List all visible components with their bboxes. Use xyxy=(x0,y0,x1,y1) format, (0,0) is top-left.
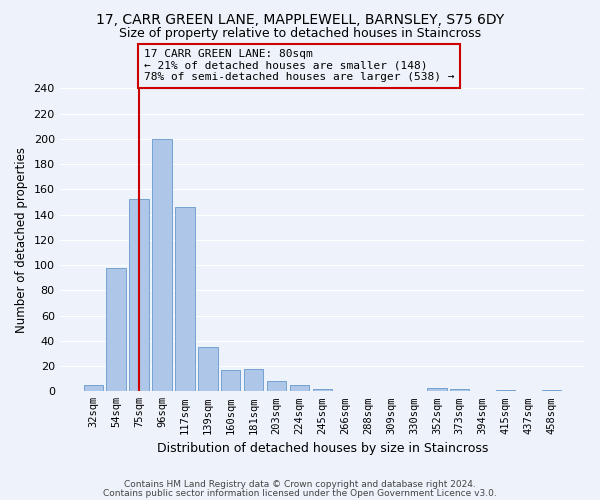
Text: 17, CARR GREEN LANE, MAPPLEWELL, BARNSLEY, S75 6DY: 17, CARR GREEN LANE, MAPPLEWELL, BARNSLE… xyxy=(96,12,504,26)
Bar xyxy=(106,268,126,392)
Bar xyxy=(450,389,469,392)
Bar xyxy=(83,385,103,392)
Bar xyxy=(427,388,446,392)
Text: Contains public sector information licensed under the Open Government Licence v3: Contains public sector information licen… xyxy=(103,488,497,498)
Bar xyxy=(221,370,241,392)
Bar xyxy=(290,385,309,392)
Bar xyxy=(313,389,332,392)
Bar xyxy=(152,139,172,392)
Bar xyxy=(244,368,263,392)
Bar xyxy=(496,390,515,392)
Bar xyxy=(130,200,149,392)
Bar xyxy=(198,347,218,392)
Bar xyxy=(267,381,286,392)
Bar xyxy=(542,390,561,392)
Text: 17 CARR GREEN LANE: 80sqm
← 21% of detached houses are smaller (148)
78% of semi: 17 CARR GREEN LANE: 80sqm ← 21% of detac… xyxy=(144,49,454,82)
Y-axis label: Number of detached properties: Number of detached properties xyxy=(15,147,28,333)
Text: Contains HM Land Registry data © Crown copyright and database right 2024.: Contains HM Land Registry data © Crown c… xyxy=(124,480,476,489)
X-axis label: Distribution of detached houses by size in Staincross: Distribution of detached houses by size … xyxy=(157,442,488,455)
Bar xyxy=(175,207,194,392)
Text: Size of property relative to detached houses in Staincross: Size of property relative to detached ho… xyxy=(119,28,481,40)
